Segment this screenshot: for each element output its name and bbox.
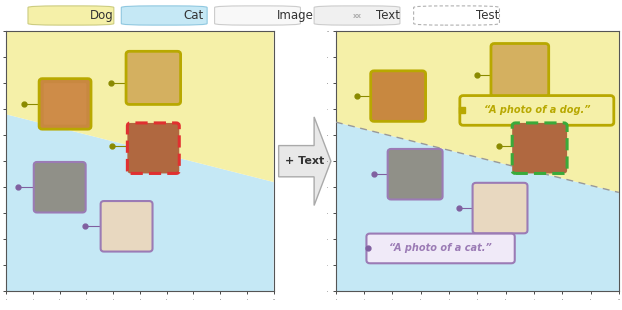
Polygon shape: [336, 122, 619, 291]
Text: “A photo of a cat.”: “A photo of a cat.”: [389, 243, 492, 254]
FancyBboxPatch shape: [473, 183, 527, 233]
FancyBboxPatch shape: [366, 234, 515, 263]
FancyBboxPatch shape: [414, 6, 499, 25]
FancyBboxPatch shape: [388, 149, 443, 199]
FancyBboxPatch shape: [314, 6, 400, 25]
Text: Cat: Cat: [183, 9, 204, 22]
Text: Test: Test: [476, 9, 499, 22]
Text: Image: Image: [277, 9, 313, 22]
Polygon shape: [336, 31, 619, 193]
Text: Text: Text: [376, 9, 401, 22]
FancyBboxPatch shape: [460, 95, 614, 125]
Text: “A photo of a dog.”: “A photo of a dog.”: [483, 105, 590, 115]
Polygon shape: [279, 117, 331, 206]
FancyBboxPatch shape: [39, 79, 91, 129]
FancyBboxPatch shape: [101, 201, 152, 251]
FancyBboxPatch shape: [126, 51, 180, 104]
FancyBboxPatch shape: [121, 6, 207, 25]
Text: xx: xx: [353, 12, 361, 19]
Text: + Text: + Text: [285, 156, 325, 166]
FancyBboxPatch shape: [128, 123, 179, 173]
FancyBboxPatch shape: [512, 123, 567, 173]
Text: Dog: Dog: [90, 9, 114, 22]
FancyBboxPatch shape: [28, 6, 114, 25]
FancyBboxPatch shape: [44, 83, 86, 125]
Polygon shape: [6, 114, 274, 291]
FancyBboxPatch shape: [34, 162, 86, 212]
Polygon shape: [6, 31, 274, 182]
FancyBboxPatch shape: [491, 43, 549, 97]
FancyBboxPatch shape: [215, 6, 300, 25]
FancyBboxPatch shape: [371, 71, 425, 121]
